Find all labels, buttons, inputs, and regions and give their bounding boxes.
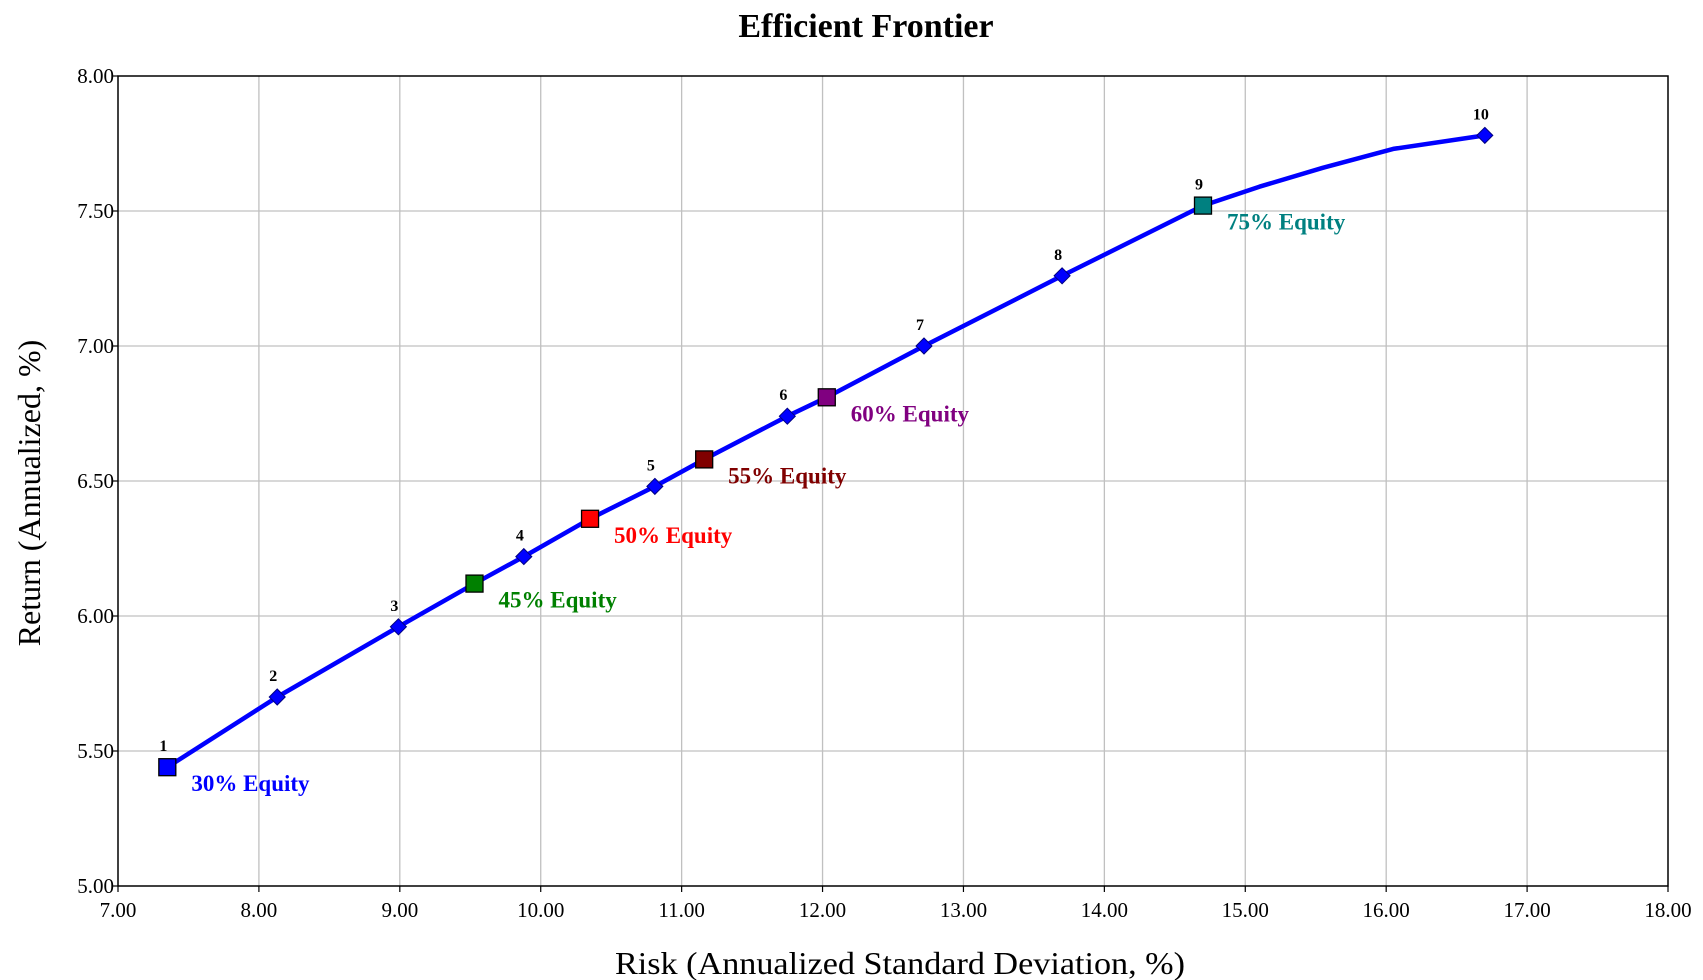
frontier-point-label: 5	[647, 457, 655, 474]
y-tick-label: 7.50	[77, 199, 114, 223]
point-labels: 1 2 3 4 5 6 7 8 9 10 30% Equity 45% Equity 50% Equit…	[159, 106, 1489, 796]
x-tick-label: 10.00	[517, 898, 564, 922]
x-axis-title: Risk (Annualized Standard Deviation, %)	[615, 945, 1185, 980]
frontier-point-label: 6	[779, 387, 787, 404]
portfolio-marker	[465, 574, 484, 593]
frontier-point-label: 10	[1473, 106, 1489, 123]
x-tick-label: 16.00	[1363, 898, 1410, 922]
frontier-point-marker	[778, 407, 797, 425]
frontier-point-marker	[1053, 267, 1071, 285]
frontier-point-label: 9	[1195, 177, 1203, 194]
x-tick-label: 18.00	[1644, 898, 1691, 922]
x-tick-label: 8.00	[241, 898, 278, 922]
frontier-point-marker	[389, 618, 408, 636]
portfolio-label: 50% Equity	[614, 523, 733, 548]
frontier-point-label: 7	[916, 317, 924, 334]
x-tick-label: 13.00	[940, 898, 987, 922]
y-tick-label: 5.00	[77, 874, 114, 898]
x-tick-label: 12.00	[799, 898, 846, 922]
x-tick-label: 15.00	[1222, 898, 1269, 922]
frontier-markers	[158, 126, 1494, 777]
portfolio-marker	[695, 450, 714, 469]
portfolio-label: 60% Equity	[851, 401, 970, 426]
y-tick-label: 8.00	[77, 64, 114, 88]
portfolio-marker	[1193, 196, 1213, 215]
x-tick-label: 9.00	[381, 898, 418, 922]
y-tick-label: 6.50	[77, 469, 114, 493]
chart-title: Efficient Frontier	[738, 8, 993, 45]
grid	[118, 76, 1668, 886]
frontier-point-label: 4	[516, 528, 524, 545]
frontier-point-marker	[646, 477, 664, 496]
frontier-point-marker	[515, 547, 533, 566]
portfolio-label: 30% Equity	[191, 771, 310, 796]
axis-ticks: 7.00 8.00 9.00 10.00 11.00 12.00 13.00 14.00 15.…	[77, 64, 1691, 922]
y-tick-label: 7.00	[77, 334, 114, 358]
y-tick-label: 6.00	[77, 604, 114, 628]
x-tick-label: 14.00	[1081, 898, 1128, 922]
portfolio-label: 55% Equity	[728, 463, 847, 488]
frontier-point-marker	[1476, 126, 1494, 145]
x-tick-label: 11.00	[658, 898, 704, 922]
portfolio-marker	[158, 758, 177, 777]
y-axis-title: Return (Annualized, %)	[11, 340, 47, 647]
x-tick-label: 17.00	[1503, 898, 1550, 922]
portfolio-marker	[817, 388, 836, 407]
frontier-point-label: 3	[390, 598, 398, 615]
portfolio-label: 75% Equity	[1227, 210, 1346, 235]
portfolio-marker	[580, 509, 600, 528]
frontier-point-label: 2	[269, 668, 277, 685]
portfolio-label: 45% Equity	[499, 588, 618, 613]
frontier-point-marker	[915, 337, 933, 355]
y-tick-label: 5.50	[77, 739, 114, 763]
x-tick-label: 7.00	[100, 898, 137, 922]
frontier-point-marker	[268, 688, 286, 706]
frontier-point-label: 1	[159, 738, 167, 755]
frontier-point-label: 8	[1054, 247, 1062, 264]
